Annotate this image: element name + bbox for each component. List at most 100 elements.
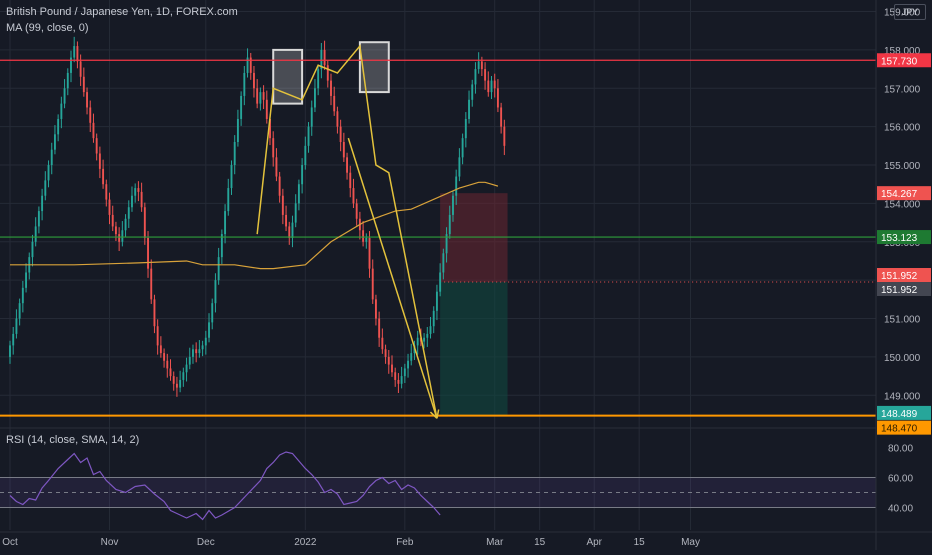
pattern-line <box>256 44 438 419</box>
candle <box>253 66 255 98</box>
price-tick-label: 149.000 <box>884 391 921 402</box>
candle-body <box>44 180 47 196</box>
candle-body <box>236 118 239 142</box>
candle <box>108 192 111 225</box>
candle-body <box>432 310 435 327</box>
candle-body <box>429 326 432 334</box>
candle-body <box>73 46 76 58</box>
candle-body <box>503 126 506 146</box>
candle-body <box>79 61 82 77</box>
candle-body <box>259 92 262 104</box>
candle <box>172 371 175 391</box>
candle-body <box>493 80 496 89</box>
candle <box>500 102 503 134</box>
candle-body <box>281 195 284 215</box>
candle <box>92 113 95 143</box>
highlight-box <box>272 48 304 105</box>
candle-body <box>159 345 162 354</box>
candle <box>455 169 458 205</box>
candle <box>310 100 313 136</box>
candle <box>432 306 435 334</box>
candle-body <box>301 165 304 185</box>
candle <box>111 205 114 232</box>
candle <box>50 142 53 175</box>
candle <box>458 148 461 182</box>
candle <box>452 191 454 222</box>
candle <box>400 366 403 389</box>
candle <box>484 62 487 90</box>
candle <box>301 158 304 194</box>
candle-body <box>204 337 207 346</box>
ma-indicator-label[interactable]: MA (99, close, 0) <box>6 22 89 34</box>
candle-body <box>108 199 111 215</box>
rsi-pane <box>0 427 932 521</box>
candle-body <box>143 207 146 238</box>
candle <box>323 40 326 70</box>
candle <box>47 160 50 188</box>
currency-badge[interactable]: JPY <box>894 4 926 20</box>
candle-body <box>291 222 294 238</box>
price-tick-label: 159.000 <box>884 8 921 19</box>
candle-body <box>464 118 467 139</box>
candle-body <box>269 118 271 139</box>
candle <box>403 363 406 384</box>
candle-body <box>121 230 124 242</box>
candle <box>240 91 243 126</box>
time-tick-label: May <box>681 537 700 548</box>
candle <box>201 340 204 357</box>
candle <box>333 86 336 116</box>
candle <box>204 330 207 355</box>
ma-line <box>10 181 499 270</box>
candle-body <box>41 195 44 212</box>
candle <box>368 231 371 278</box>
candle <box>342 132 345 162</box>
rsi-indicator-label[interactable]: RSI (14, close, SMA, 14, 2) <box>6 434 140 446</box>
candle-body <box>227 188 230 212</box>
rsi-tick-label: 60.00 <box>888 474 913 485</box>
candle-body <box>285 214 288 227</box>
candle <box>317 64 320 96</box>
candle-body <box>140 191 143 208</box>
candle <box>25 263 27 293</box>
candle <box>217 247 220 285</box>
candle <box>246 48 249 78</box>
candle <box>53 125 56 155</box>
candle <box>192 344 194 364</box>
candle-body <box>220 234 223 258</box>
candle-body <box>297 184 300 204</box>
candle <box>381 328 384 354</box>
take-profit-zone <box>440 282 508 415</box>
candle <box>37 206 40 234</box>
candle <box>102 159 105 189</box>
candle <box>163 348 166 368</box>
candle-body <box>349 172 352 189</box>
candle-body <box>365 237 368 242</box>
candle-body <box>397 379 400 384</box>
candle <box>41 188 44 221</box>
candle-body <box>317 69 320 89</box>
time-tick-label: Apr <box>586 537 602 548</box>
candle-body <box>169 368 172 377</box>
support-price-tag: 148.470 <box>877 420 931 435</box>
candle <box>362 221 365 247</box>
candle <box>394 367 397 387</box>
candle-body <box>195 349 198 354</box>
time-tick-label: Oct <box>2 537 18 548</box>
time-tick-label: Dec <box>197 537 215 548</box>
candle <box>143 202 146 245</box>
candle-body <box>304 145 307 166</box>
candle <box>9 340 11 364</box>
candle <box>182 367 185 387</box>
candle-body <box>57 118 60 135</box>
candle-body <box>314 88 316 108</box>
candle-body <box>175 383 178 388</box>
last-price-tag-bg <box>877 268 931 283</box>
candle <box>256 79 259 109</box>
candle-body <box>98 153 101 169</box>
candle <box>490 75 493 100</box>
candle-body <box>179 379 182 388</box>
candle-body <box>352 188 355 204</box>
candle-body <box>458 157 461 177</box>
candle <box>326 60 329 88</box>
